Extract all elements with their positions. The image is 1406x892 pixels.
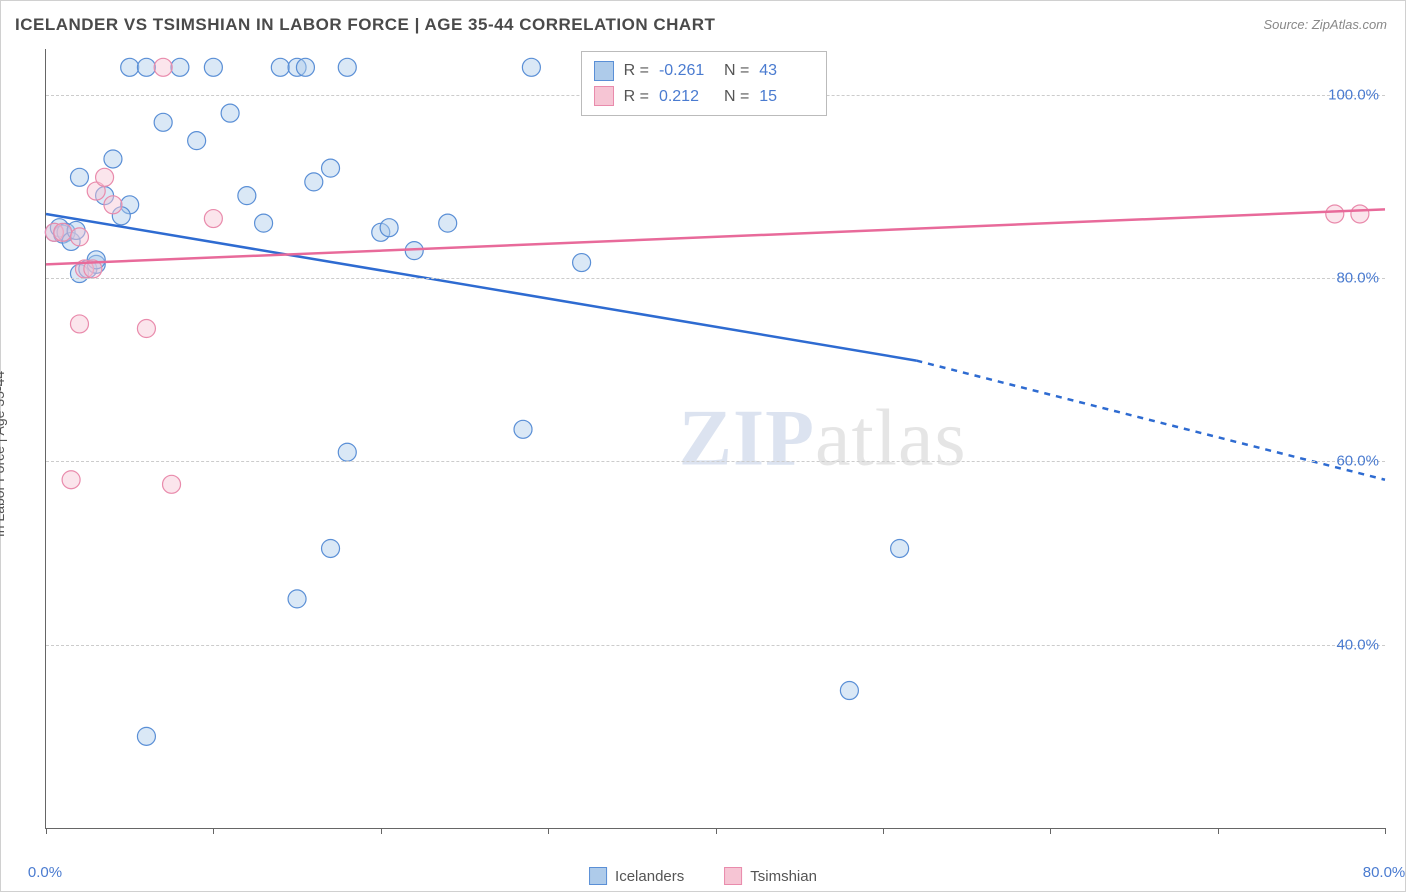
scatter-point [305,173,323,191]
scatter-point [271,58,289,76]
scatter-point [70,228,88,246]
gridline [46,461,1385,462]
legend-swatch-icon [724,867,742,885]
legend-swatch-icon [589,867,607,885]
chart-title: ICELANDER VS TSIMSHIAN IN LABOR FORCE | … [15,15,715,35]
stats-row: R = 0.212 N = 15 [594,84,815,110]
scatter-point [255,214,273,232]
scatter-point [154,113,172,131]
r-label: R = [624,84,649,110]
correlation-stats-box: R = -0.261 N = 43 R = 0.212 N = 15 [581,51,828,116]
x-tick-mark [1218,828,1219,834]
scatter-point [338,443,356,461]
x-tick-label: 0.0% [28,864,62,881]
stats-swatch-icon [594,61,614,81]
scatter-point [163,475,181,493]
x-tick-mark [1050,828,1051,834]
scatter-point [54,223,72,241]
scatter-point [1326,205,1344,223]
x-tick-mark [381,828,382,834]
legend-label: Icelanders [615,868,684,885]
scatter-point [96,168,114,186]
n-label: N = [724,58,749,84]
scatter-point [338,58,356,76]
scatter-point [137,58,155,76]
scatter-point [238,187,256,205]
scatter-point [104,150,122,168]
scatter-point [380,219,398,237]
scatter-point [221,104,239,122]
n-value: 43 [759,58,814,84]
source-attribution: Source: ZipAtlas.com [1263,17,1387,32]
plot-area: ZIPatlas 40.0%60.0%80.0%100.0% [45,49,1385,829]
x-tick-mark [548,828,549,834]
scatter-point [137,320,155,338]
plot-svg [46,49,1385,828]
scatter-point [296,58,314,76]
scatter-point [322,159,340,177]
x-tick-mark [213,828,214,834]
n-label: N = [724,84,749,110]
scatter-point [171,58,189,76]
trend-line [46,214,916,361]
y-tick-label: 80.0% [1336,270,1379,287]
scatter-point [288,590,306,608]
y-tick-label: 100.0% [1328,86,1379,103]
x-tick-mark [46,828,47,834]
y-tick-label: 60.0% [1336,453,1379,470]
legend-item-icelanders: Icelanders [589,867,684,885]
scatter-point [840,682,858,700]
scatter-point [104,196,122,214]
scatter-point [573,254,591,272]
x-tick-mark [1385,828,1386,834]
r-label: R = [624,58,649,84]
r-value: 0.212 [659,84,714,110]
legend-item-tsimshian: Tsimshian [724,867,817,885]
scatter-point [1351,205,1369,223]
scatter-point [154,58,172,76]
scatter-point [62,471,80,489]
scatter-point [514,420,532,438]
scatter-point [439,214,457,232]
r-value: -0.261 [659,58,714,84]
bottom-legend: Icelanders Tsimshian [589,867,817,885]
scatter-point [204,210,222,228]
x-tick-label: 80.0% [1363,864,1406,881]
stats-swatch-icon [594,86,614,106]
scatter-point [70,315,88,333]
chart-container: ICELANDER VS TSIMSHIAN IN LABOR FORCE | … [0,0,1406,892]
y-axis-label: In Labor Force | Age 35-44 [0,371,7,537]
scatter-point [322,539,340,557]
scatter-point [204,58,222,76]
legend-label: Tsimshian [750,868,817,885]
trend-line [46,209,1385,264]
scatter-point [522,58,540,76]
scatter-point [891,539,909,557]
scatter-point [70,168,88,186]
gridline [46,278,1385,279]
x-tick-mark [883,828,884,834]
scatter-point [188,132,206,150]
scatter-point [137,727,155,745]
stats-row: R = -0.261 N = 43 [594,58,815,84]
scatter-point [121,58,139,76]
y-tick-label: 40.0% [1336,636,1379,653]
n-value: 15 [759,84,814,110]
gridline [46,645,1385,646]
x-tick-mark [716,828,717,834]
